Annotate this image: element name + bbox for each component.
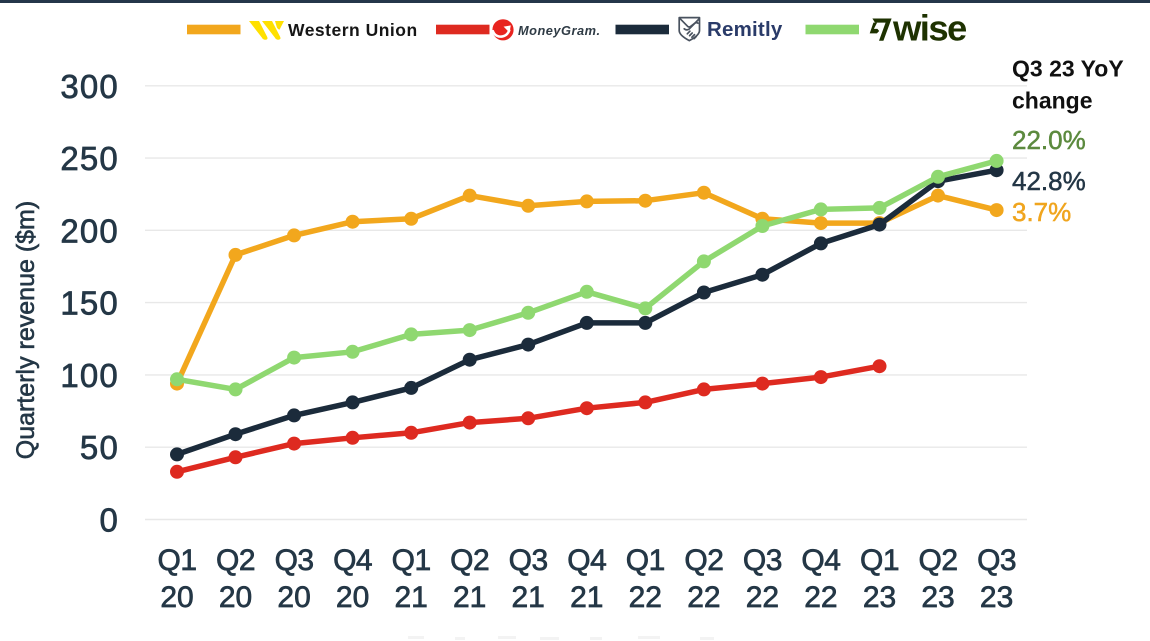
svg-text:Q1: Q1 xyxy=(626,544,665,577)
svg-text:23: 23 xyxy=(921,581,954,614)
svg-text:MoneyGram.: MoneyGram. xyxy=(518,23,601,38)
svg-text:Q3 23 YoY: Q3 23 YoY xyxy=(1012,56,1124,82)
svg-text:3.7%: 3.7% xyxy=(1012,197,1071,227)
svg-text:change: change xyxy=(1012,88,1093,114)
svg-text:Q4: Q4 xyxy=(567,544,606,577)
svg-text:21: 21 xyxy=(453,581,486,614)
svg-text:23: 23 xyxy=(980,581,1013,614)
svg-text:Q4: Q4 xyxy=(801,544,840,577)
svg-text:Remitly: Remitly xyxy=(707,18,783,41)
svg-text:22: 22 xyxy=(804,581,837,614)
svg-text:Q1: Q1 xyxy=(157,544,196,577)
svg-text:Western Union: Western Union xyxy=(288,20,418,40)
svg-text:300: 300 xyxy=(60,68,119,105)
svg-text:Q2: Q2 xyxy=(450,544,489,577)
svg-text:Q2: Q2 xyxy=(216,544,255,577)
svg-text:22.0%: 22.0% xyxy=(1012,125,1086,155)
svg-text:21: 21 xyxy=(395,581,428,614)
svg-text:250: 250 xyxy=(60,140,119,177)
svg-text:Q1: Q1 xyxy=(860,544,899,577)
svg-text:Q1: Q1 xyxy=(392,544,431,577)
svg-text:200: 200 xyxy=(60,212,119,249)
svg-text:23: 23 xyxy=(863,581,896,614)
svg-text:Q3: Q3 xyxy=(743,544,782,577)
svg-text:21: 21 xyxy=(512,581,545,614)
svg-text:Quarterly revenue ($m): Quarterly revenue ($m) xyxy=(12,201,40,459)
svg-text:Q3: Q3 xyxy=(275,544,314,577)
svg-text:Q2: Q2 xyxy=(918,544,957,577)
svg-text:wise: wise xyxy=(892,7,967,48)
svg-text:Q2: Q2 xyxy=(684,544,723,577)
svg-text:Q3: Q3 xyxy=(509,544,548,577)
svg-text:42.8%: 42.8% xyxy=(1012,166,1086,196)
svg-text:20: 20 xyxy=(336,581,369,614)
svg-text:0: 0 xyxy=(99,502,119,539)
svg-text:20: 20 xyxy=(160,581,193,614)
svg-text:22: 22 xyxy=(687,581,720,614)
svg-text:21: 21 xyxy=(570,581,603,614)
svg-text:50: 50 xyxy=(80,429,119,466)
svg-text:20: 20 xyxy=(277,581,310,614)
svg-text:22: 22 xyxy=(629,581,662,614)
svg-text:Q3: Q3 xyxy=(977,544,1016,577)
svg-text:Q4: Q4 xyxy=(333,544,372,577)
svg-text:150: 150 xyxy=(60,285,119,322)
svg-text:20: 20 xyxy=(219,581,252,614)
svg-text:100: 100 xyxy=(60,357,119,394)
svg-text:22: 22 xyxy=(746,581,779,614)
